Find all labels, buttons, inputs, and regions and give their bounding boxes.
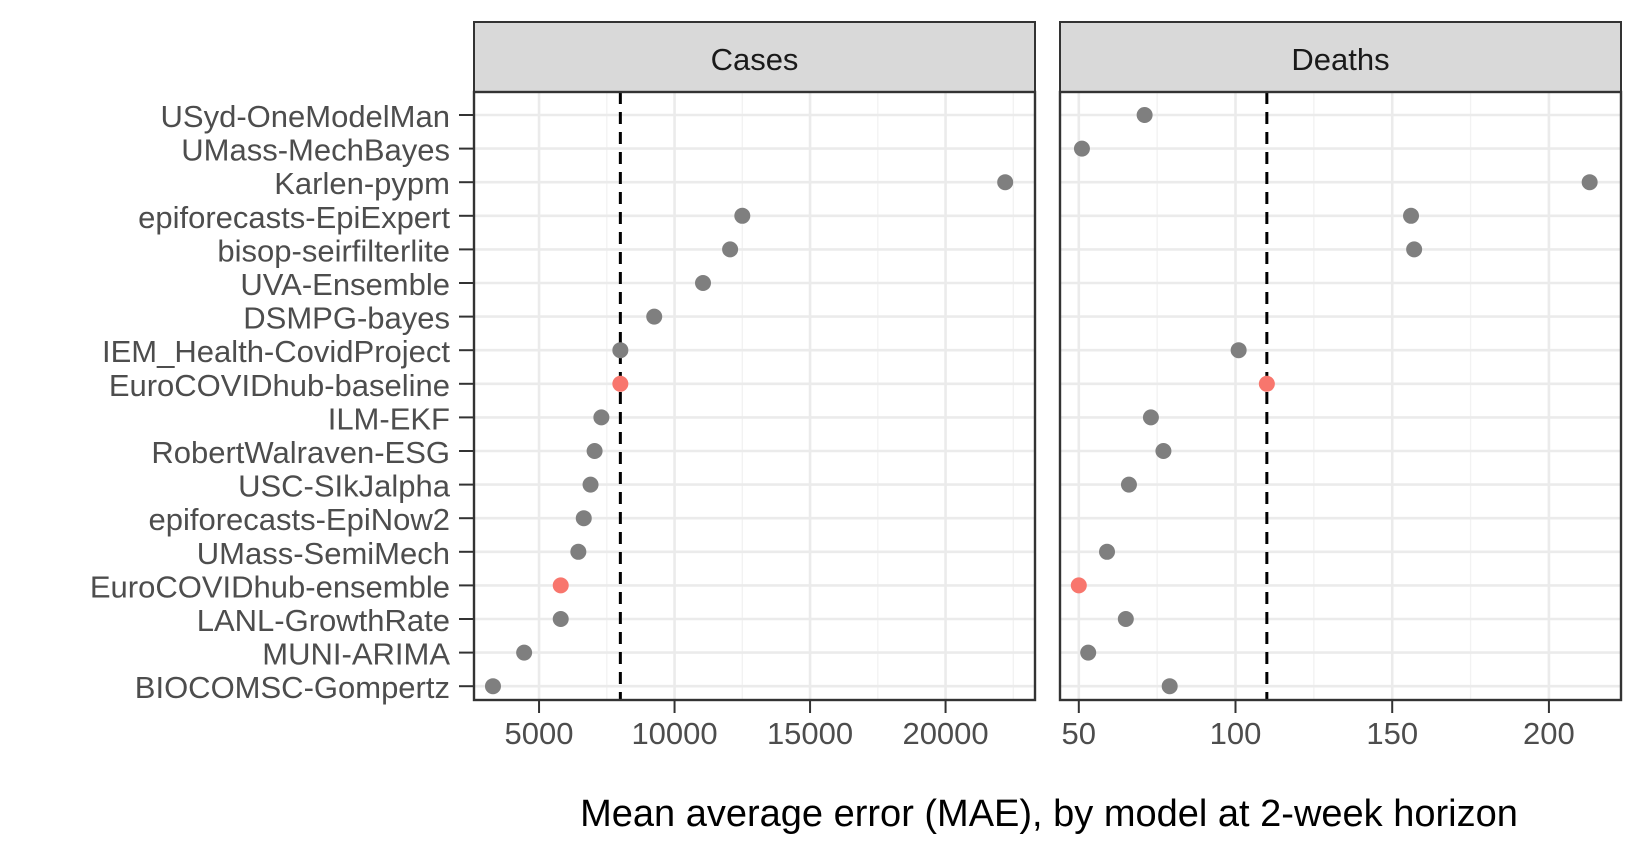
model-axis-labels: USyd-OneModelManUMass-MechBayesKarlen-py… — [90, 99, 474, 705]
y-tick-label: RobertWalraven-ESG — [151, 435, 450, 470]
highlight-point — [1258, 375, 1275, 392]
y-tick-label: EuroCOVIDhub-ensemble — [90, 569, 450, 604]
data-point — [1403, 207, 1420, 224]
y-tick-label: IEM_Health-CovidProject — [102, 334, 450, 369]
y-tick-label: MUNI-ARIMA — [262, 637, 450, 672]
data-point — [575, 510, 592, 527]
facet-title: Deaths — [1291, 42, 1389, 77]
data-point — [586, 443, 603, 459]
data-point — [516, 644, 533, 661]
data-point — [1136, 107, 1153, 123]
y-tick-label: epiforecasts-EpiNow2 — [148, 502, 450, 537]
data-point — [1581, 174, 1598, 191]
data-point — [1073, 140, 1090, 157]
y-tick-label: UMass-MechBayes — [181, 133, 450, 168]
panel-background — [474, 92, 1035, 700]
y-tick-label: Karlen-pypm — [274, 166, 450, 201]
data-point — [1099, 543, 1116, 560]
x-tick-label: 150 — [1366, 716, 1418, 751]
panel-border — [472, 90, 1037, 702]
data-point — [1120, 476, 1137, 493]
x-tick-label: 20000 — [902, 716, 988, 751]
facet-strip — [1059, 21, 1622, 93]
x-tick-label: 100 — [1210, 716, 1262, 751]
y-tick-label: DSMPG-bayes — [243, 301, 450, 336]
data-point — [612, 342, 629, 359]
y-tick-label: bisop-seirfilterlite — [217, 233, 450, 268]
y-tick-label: BIOCOMSC-Gompertz — [135, 670, 450, 705]
data-point — [582, 476, 599, 493]
x-tick-label: 200 — [1523, 716, 1575, 751]
y-tick-label: UMass-SemiMech — [197, 536, 450, 571]
data-point — [1155, 443, 1172, 459]
data-point — [593, 409, 610, 426]
highlight-point — [1070, 577, 1087, 594]
panel-deaths: Deaths 50 100 150 200 — [1058, 21, 1623, 751]
data-point — [570, 543, 587, 560]
data-point — [552, 611, 569, 627]
panel-cases: Cases 5000 10000 15000 20000 — [472, 21, 1037, 751]
data-point — [997, 174, 1014, 191]
y-tick-label: ILM-EKF — [328, 401, 450, 436]
y-tick-label: EuroCOVIDhub-baseline — [109, 368, 450, 403]
data-point — [484, 678, 501, 695]
y-tick-label: epiforecasts-EpiExpert — [138, 200, 450, 235]
highlight-point — [552, 577, 569, 594]
facet-title: Cases — [711, 42, 799, 77]
data-point — [1117, 611, 1134, 627]
y-tick-label: USC-SIkJalpha — [238, 469, 451, 504]
x-tick-label: 10000 — [631, 716, 717, 751]
y-tick-label: UVA-Ensemble — [240, 267, 450, 302]
x-tick-label: 50 — [1062, 716, 1096, 751]
data-point — [1161, 678, 1178, 695]
y-tick-label: LANL-GrowthRate — [197, 603, 450, 638]
facet-strip — [473, 21, 1036, 93]
x-tick-label: 15000 — [767, 716, 853, 751]
data-point — [1406, 241, 1423, 258]
panel-border — [1058, 90, 1623, 702]
data-point — [722, 241, 739, 258]
x-tick-label: 5000 — [505, 716, 574, 751]
highlight-point — [612, 375, 629, 392]
data-point — [1230, 342, 1247, 359]
data-point — [646, 308, 663, 325]
data-point — [734, 207, 751, 224]
x-axis-title: Mean average error (MAE), by model at 2-… — [580, 793, 1518, 835]
y-tick-label: USyd-OneModelMan — [161, 99, 450, 134]
data-point — [1142, 409, 1159, 426]
panel-background — [1060, 92, 1621, 700]
data-point — [1080, 644, 1097, 661]
data-point — [695, 275, 712, 291]
